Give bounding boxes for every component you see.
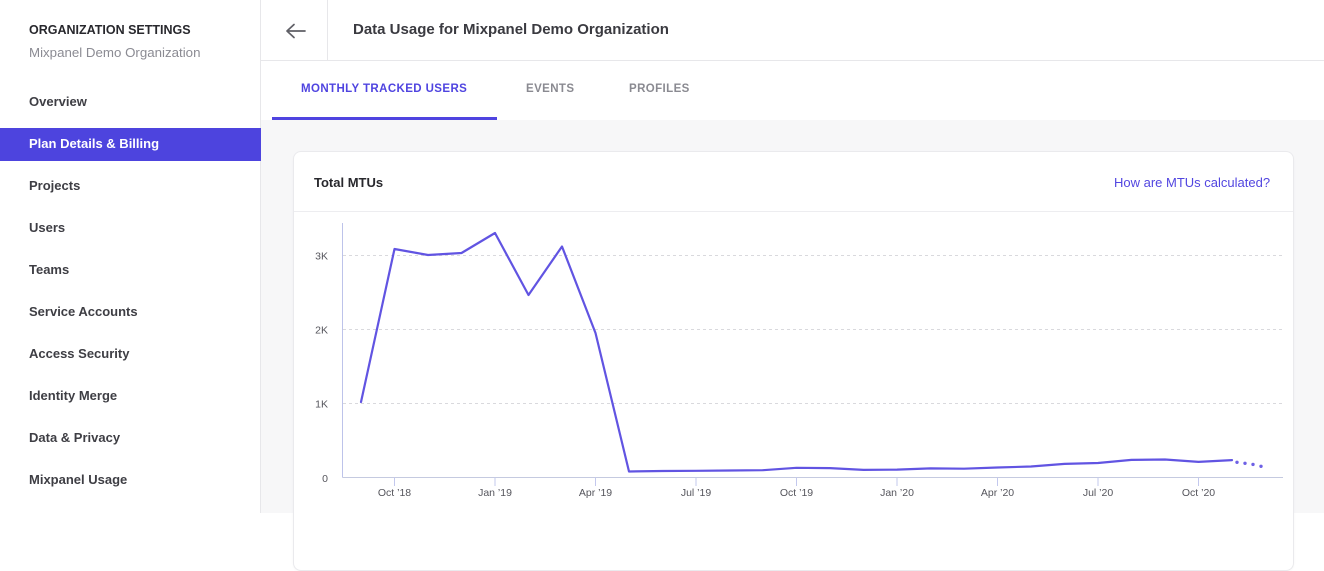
svg-text:Jul ’20: Jul ’20: [1083, 487, 1114, 499]
svg-text:Jul ’19: Jul ’19: [681, 487, 712, 499]
svg-text:Oct ’18: Oct ’18: [378, 487, 411, 499]
svg-text:2K: 2K: [315, 325, 328, 337]
svg-text:0: 0: [322, 473, 328, 485]
svg-text:Oct ’20: Oct ’20: [1182, 487, 1215, 499]
svg-text:1K: 1K: [315, 399, 328, 411]
svg-text:3K: 3K: [315, 251, 328, 263]
svg-text:Apr ’19: Apr ’19: [579, 487, 612, 499]
svg-text:Oct ’19: Oct ’19: [780, 487, 813, 499]
svg-text:Jan ’20: Jan ’20: [880, 487, 914, 499]
svg-text:Jan ’19: Jan ’19: [478, 487, 512, 499]
svg-text:Apr ’20: Apr ’20: [981, 487, 1014, 499]
